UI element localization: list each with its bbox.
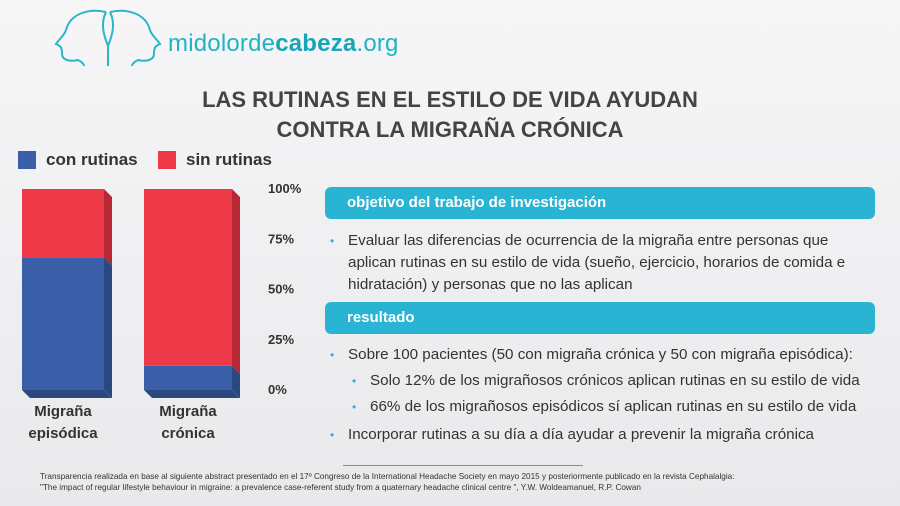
bar-side-0-1 <box>232 365 240 398</box>
bar-con-rutinas-1 <box>144 365 232 390</box>
objective-line-1: Evaluar las diferencias de ocurrencia de… <box>348 232 829 249</box>
footer-divider <box>343 465 583 466</box>
bar-side-1-0 <box>104 189 112 266</box>
legend-label-con: con rutinas <box>46 150 138 169</box>
category-label-1-1: crónica <box>161 425 215 442</box>
bar-con-rutinas-0 <box>22 257 104 390</box>
result-sub-2: 66% de los migrañosos episódicos sí apli… <box>330 396 860 418</box>
result-list: Sobre 100 pacientes (50 con migraña crón… <box>330 344 860 446</box>
legend-label-sin: sin rutinas <box>186 150 272 169</box>
objective-list: Evaluar las diferencias de ocurrencia de… <box>330 230 845 296</box>
bar-sin-rutinas-1 <box>144 189 232 366</box>
legend-swatch-con <box>18 151 36 169</box>
legend-swatch-sin <box>158 151 176 169</box>
title-line-1: LAS RUTINAS EN EL ESTILO DE VIDA AYUDAN <box>202 87 698 112</box>
bar-bottom-1 <box>144 390 240 398</box>
page-title: LAS RUTINAS EN EL ESTILO DE VIDA AYUDAN … <box>100 85 800 145</box>
result-conclusion: Incorporar rutinas a su día a día ayudar… <box>330 424 860 446</box>
result-intro: Sobre 100 pacientes (50 con migraña crón… <box>330 344 860 366</box>
category-label-0-0: Migraña <box>34 403 92 420</box>
objective-item: Evaluar las diferencias de ocurrencia de… <box>330 230 845 296</box>
legend-item-sin: sin rutinas <box>158 150 272 170</box>
bar-sin-rutinas-0 <box>22 189 104 258</box>
result-sub-1: Solo 12% de los migrañosos crónicos apli… <box>330 370 860 392</box>
legend-item-con: con rutinas <box>18 150 138 170</box>
category-label-1-0: Migraña <box>159 403 217 420</box>
footer-line-2: "The impact of regular lifestyle behavio… <box>40 483 641 492</box>
footer-line-1: Transparencia realizada en base al sigui… <box>40 472 735 481</box>
tick-label-50: 50% <box>268 282 294 297</box>
result-header: resultado <box>325 302 875 334</box>
bar-side-1-1 <box>232 189 240 374</box>
site-name: midolordecabeza.org <box>168 30 399 57</box>
bar-side-0-0 <box>104 257 112 398</box>
objective-header: objetivo del trabajo de investigación <box>325 187 875 219</box>
footer-citation: Transparencia realizada en base al sigui… <box>40 471 735 493</box>
tick-label-25: 25% <box>268 332 294 347</box>
logo-icon <box>54 9 162 67</box>
stacked-bar-chart: Migraña episódica Migraña crónica 0% 25% 50% 75… <box>22 181 302 442</box>
tick-label-0: 0% <box>268 382 287 397</box>
title-line-2: CONTRA LA MIGRAÑA CRÓNICA <box>276 117 624 142</box>
tick-label-75: 75% <box>268 231 294 246</box>
objective-line-3: hidratación) y personas que no las aplic… <box>348 276 633 293</box>
tick-label-100: 100% <box>268 181 302 196</box>
objective-line-2: aplican rutinas en su estilo de vida (su… <box>348 254 846 271</box>
bar-bottom-0 <box>22 390 112 398</box>
category-label-0-1: episódica <box>28 425 98 442</box>
